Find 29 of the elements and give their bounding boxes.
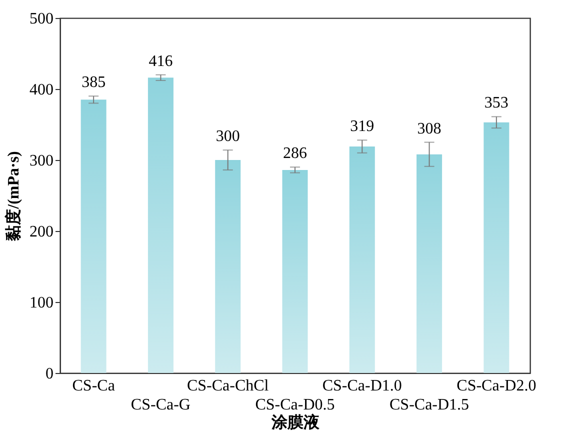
x-tick-label: CS-Ca-ChCl	[186, 378, 270, 394]
bar	[80, 100, 106, 373]
bar	[148, 78, 174, 373]
x-tick-label: CS-Ca	[72, 378, 115, 394]
bar	[349, 146, 375, 373]
y-axis-title: 黏度/(mPa·s)	[4, 151, 22, 242]
y-tick-label: 0	[46, 366, 54, 382]
bar	[416, 154, 442, 373]
x-tick-label: CS-Ca-D1.0	[322, 378, 402, 394]
x-tick-label: CS-Ca-D2.0	[456, 378, 536, 394]
data-label: 385	[82, 74, 106, 92]
bar	[484, 122, 510, 373]
x-tick-label: CS-Ca-D1.5	[390, 396, 470, 414]
data-label: 300	[216, 128, 240, 146]
data-label: 308	[417, 120, 442, 138]
y-tick-label: 500	[30, 10, 54, 28]
bar	[282, 170, 308, 373]
y-tick-label: 400	[30, 82, 54, 98]
x-axis-title: 涂膜液	[270, 414, 320, 432]
data-label: 319	[350, 118, 374, 136]
x-tick-label: CS-Ca-D0.5	[255, 396, 335, 414]
x-tick-label: CS-Ca-G	[130, 396, 191, 414]
data-label: 353	[484, 94, 508, 112]
y-tick-label: 300	[30, 152, 54, 170]
data-label: 286	[283, 145, 307, 162]
bar	[215, 160, 241, 373]
y-tick-label: 200	[30, 224, 54, 240]
y-tick-label: 100	[30, 294, 54, 312]
data-label: 416	[148, 52, 173, 70]
